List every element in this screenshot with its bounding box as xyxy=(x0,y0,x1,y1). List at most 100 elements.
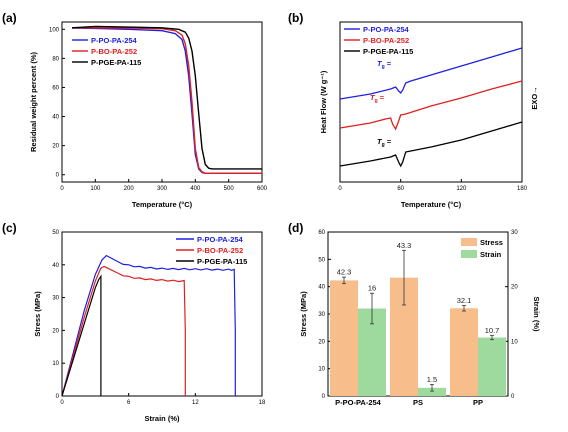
y-tick-label-d: 50 xyxy=(318,257,325,263)
panel-label-b: (b) xyxy=(288,11,303,25)
bar-value-label: 1.5 xyxy=(427,375,437,384)
legend-label-a: P-PO-PA-254 xyxy=(91,36,138,45)
y-tick-label-d: 60 xyxy=(318,230,325,236)
legend-label-d: Stress xyxy=(480,238,503,247)
legend-swatch-d xyxy=(461,250,477,258)
y-tick-label-c: 30 xyxy=(52,296,59,302)
x-tick-label-a: 200 xyxy=(124,186,135,192)
y2-axis-label-d: Strain (%) xyxy=(532,296,541,332)
tg-symbol: T xyxy=(370,93,376,102)
series-line-P-BO-PA-252 xyxy=(339,80,523,131)
category-label-d: PP xyxy=(473,398,483,407)
y-tick-label-a: 80 xyxy=(52,56,59,62)
y-tick-label-c: 10 xyxy=(52,361,59,367)
legend-label-b: P-BO-PA-252 xyxy=(363,36,409,45)
panel-label-a: (a) xyxy=(2,11,17,25)
bar-value-label: 43.3 xyxy=(397,241,412,250)
y-tick-label-c: 0 xyxy=(56,394,60,400)
tg-subscript: g xyxy=(375,98,378,104)
legend-label-c: P-BO-PA-252 xyxy=(197,246,243,255)
x-tick-label-a: 500 xyxy=(224,186,235,192)
y2-tick-label-d: 20 xyxy=(511,285,518,291)
tg-subscript: g xyxy=(382,64,385,70)
x-tick-label-c: 6 xyxy=(127,400,131,406)
bar-stress xyxy=(330,280,358,396)
y2-tick-label-d: 30 xyxy=(511,230,518,236)
bar-value-label: 32.1 xyxy=(457,296,472,305)
legend-label-d: Strain xyxy=(480,250,502,259)
category-label-d: P-PO-PA-254 xyxy=(335,398,382,407)
series-line-P-BO-PA-252 xyxy=(61,265,186,397)
y-tick-label-a: 100 xyxy=(49,27,60,33)
x-tick-label-b: 60 xyxy=(397,186,404,192)
y-tick-label-d: 30 xyxy=(318,312,325,318)
bar-value-label: 16 xyxy=(368,284,376,293)
y-tick-label-d: 0 xyxy=(322,394,326,400)
x-axis-label-a: Temperature (°C) xyxy=(132,200,193,209)
legend-label-b: P-PGE-PA-115 xyxy=(363,47,413,56)
series-line-P-PGE-PA-115 xyxy=(71,25,262,170)
legend-label-b: P-PO-PA-254 xyxy=(363,25,410,34)
y-tick-label-d: 10 xyxy=(318,367,325,373)
tg-symbol: T xyxy=(377,137,383,146)
bar-stress xyxy=(450,308,478,396)
tg-annotation: Tg = xyxy=(377,137,392,148)
bar-value-label: 10.7 xyxy=(485,326,500,335)
tg-subscript: g xyxy=(382,142,385,148)
series-line-P-PGE-PA-115 xyxy=(61,274,102,397)
tg-equals: = xyxy=(385,59,392,68)
tg-symbol: T xyxy=(377,59,383,68)
x-axis-label-c: Strain (%) xyxy=(144,414,180,423)
x-tick-label-b: 120 xyxy=(456,186,467,192)
exo-direction-label: EXO→ xyxy=(530,86,539,109)
legend-label-a: P-PGE-PA-115 xyxy=(91,58,141,67)
y-tick-label-a: 40 xyxy=(52,115,59,121)
tg-annotation: Tg = xyxy=(370,93,385,104)
tg-equals: = xyxy=(385,137,392,146)
panel-label-c: (c) xyxy=(2,221,17,235)
legend-label-a: P-BO-PA-252 xyxy=(91,47,137,56)
plot-frame-a xyxy=(61,21,263,183)
y2-tick-label-d: 10 xyxy=(511,339,518,345)
series-line-P-PO-PA-254 xyxy=(61,254,236,397)
series-line-P-PGE-PA-115 xyxy=(339,121,523,168)
y-tick-label-c: 20 xyxy=(52,328,59,334)
x-axis-label-b: Temperature (°C) xyxy=(401,200,462,209)
plot-frame-c xyxy=(61,231,263,397)
legend-label-c: P-PO-PA-254 xyxy=(197,235,244,244)
plot-frame-b xyxy=(339,21,523,183)
legend-swatch-d xyxy=(461,238,477,246)
category-label-d: PS xyxy=(413,398,423,407)
y2-tick-label-d: 0 xyxy=(511,394,515,400)
bar-value-label: 42.3 xyxy=(337,268,352,277)
x-tick-label-a: 0 xyxy=(60,186,64,192)
series-line-P-PO-PA-254 xyxy=(339,47,523,100)
y-tick-label-d: 40 xyxy=(318,285,325,291)
bar-strain xyxy=(418,387,446,396)
x-tick-label-a: 400 xyxy=(190,186,201,192)
bar-strain xyxy=(478,337,506,396)
y-axis-label-d: Stress (MPa) xyxy=(299,291,308,337)
x-tick-label-a: 300 xyxy=(157,186,168,192)
y-axis-label-a: Residual weight percent (%) xyxy=(29,51,38,152)
y-axis-label-b: Heat Flow (W g⁻¹) xyxy=(319,70,328,133)
y-tick-label-a: 0 xyxy=(56,173,60,179)
y-tick-label-c: 50 xyxy=(52,230,59,236)
y-tick-label-c: 40 xyxy=(52,263,59,269)
panel-label-d: (d) xyxy=(288,221,303,235)
y-tick-label-a: 60 xyxy=(52,85,59,91)
x-tick-label-b: 180 xyxy=(517,186,528,192)
x-tick-label-c: 0 xyxy=(60,400,64,406)
x-tick-label-a: 600 xyxy=(257,186,268,192)
x-tick-label-c: 12 xyxy=(192,400,199,406)
y-axis-label-c: Stress (MPa) xyxy=(33,291,42,337)
tg-annotation: Tg = xyxy=(377,59,392,70)
y-tick-label-d: 20 xyxy=(318,339,325,345)
legend-label-c: P-PGE-PA-115 xyxy=(197,257,247,266)
series-line-P-BO-PA-252 xyxy=(72,27,262,174)
x-tick-label-a: 100 xyxy=(90,186,101,192)
tg-equals: = xyxy=(378,93,385,102)
x-tick-label-c: 18 xyxy=(259,400,266,406)
y-tick-label-a: 20 xyxy=(52,144,59,150)
